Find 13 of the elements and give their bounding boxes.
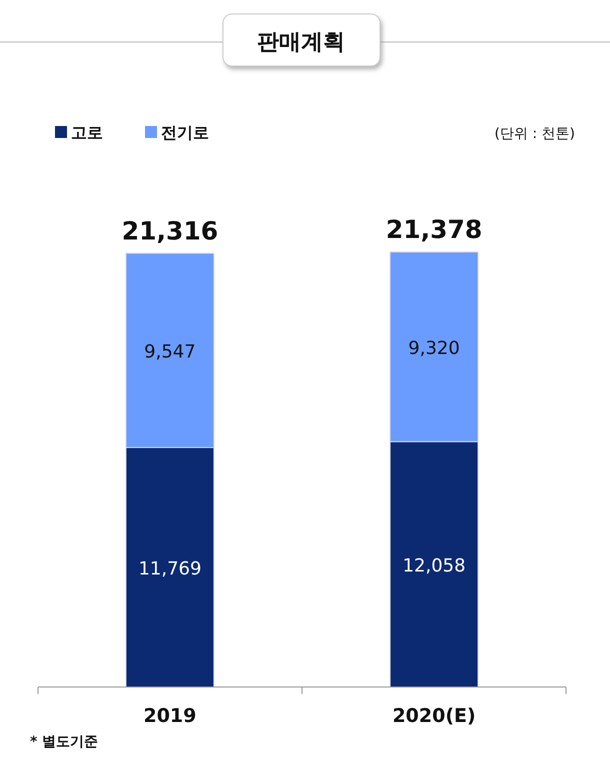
data-label: 12,058 bbox=[402, 555, 466, 576]
chart-title: 판매계획 bbox=[257, 30, 345, 55]
total-label: 21,316 bbox=[122, 216, 218, 246]
text: * 별도기준 bbox=[30, 734, 98, 750]
legend-label: 고로 bbox=[71, 123, 103, 142]
total-label: 21,378 bbox=[386, 215, 482, 244]
x-tick-label: 2019 bbox=[143, 705, 196, 727]
text: (단위 : 천톤) bbox=[494, 126, 575, 142]
x-tick-label: 2020(E) bbox=[392, 705, 476, 727]
legend-label: 전기로 bbox=[161, 123, 209, 142]
data-label: 9,320 bbox=[408, 338, 460, 359]
data-label: 9,547 bbox=[144, 341, 196, 362]
data-label: 11,769 bbox=[138, 558, 202, 580]
